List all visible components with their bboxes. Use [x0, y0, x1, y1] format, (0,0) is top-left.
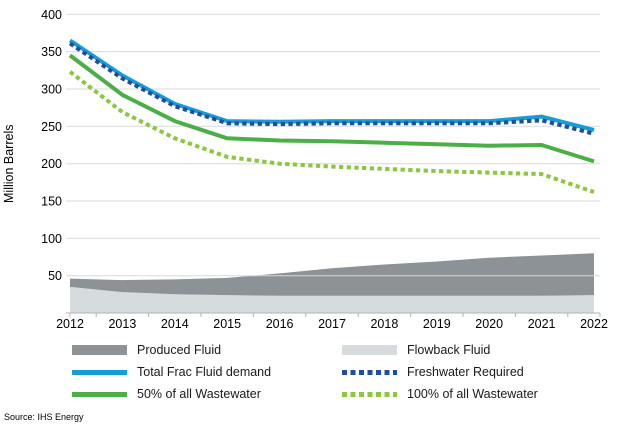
legend-item-50pct-wastewater: 50% of all Wastewater — [72, 385, 342, 403]
legend-label: 50% of all Wastewater — [137, 387, 261, 401]
svg-text:2021: 2021 — [528, 317, 556, 331]
svg-text:350: 350 — [41, 45, 62, 59]
svg-text:2022: 2022 — [580, 317, 608, 331]
svg-text:2018: 2018 — [370, 317, 398, 331]
svg-text:400: 400 — [41, 8, 62, 22]
svg-text:2016: 2016 — [266, 317, 294, 331]
svg-text:300: 300 — [41, 83, 62, 97]
svg-text:200: 200 — [41, 157, 62, 171]
produced-fluid-swatch-icon — [72, 345, 127, 355]
legend-item-flowback-fluid: Flowback Fluid — [342, 341, 572, 359]
svg-text:250: 250 — [41, 120, 62, 134]
svg-text:150: 150 — [41, 195, 62, 209]
svg-text:2020: 2020 — [475, 317, 503, 331]
svg-text:2012: 2012 — [56, 317, 84, 331]
legend: Produced Fluid Flowback Fluid Total Frac… — [72, 341, 572, 403]
source-note: Source: IHS Energy — [4, 412, 84, 422]
legend-label: Flowback Fluid — [407, 343, 491, 357]
svg-text:2015: 2015 — [213, 317, 241, 331]
svg-text:50: 50 — [48, 269, 62, 283]
legend-label: Total Frac Fluid demand — [137, 365, 272, 379]
legend-label: Produced Fluid — [137, 343, 222, 357]
flowback-fluid-swatch-icon — [342, 345, 397, 355]
wastewater100-dotted-swatch-icon — [342, 391, 397, 397]
legend-label: 100% of all Wastewater — [407, 387, 538, 401]
legend-item-total-frac-fluid-demand: Total Frac Fluid demand — [72, 363, 342, 381]
legend-item-freshwater-required: Freshwater Required — [342, 363, 572, 381]
wastewater50-line-swatch-icon — [72, 391, 127, 397]
svg-text:2019: 2019 — [423, 317, 451, 331]
svg-text:100: 100 — [41, 232, 62, 246]
frac-fluid-line-swatch-icon — [72, 369, 127, 375]
freshwater-dotted-swatch-icon — [342, 369, 397, 375]
svg-text:2014: 2014 — [161, 317, 189, 331]
svg-text:2013: 2013 — [108, 317, 136, 331]
legend-item-produced-fluid: Produced Fluid — [72, 341, 342, 359]
chart-plot: 400 350 300 250 200 150 100 50 2012 2013 2014 2015 2… — [41, 8, 608, 331]
svg-text:2017: 2017 — [318, 317, 346, 331]
legend-item-100pct-wastewater: 100% of all Wastewater — [342, 385, 572, 403]
legend-label: Freshwater Required — [407, 365, 524, 379]
